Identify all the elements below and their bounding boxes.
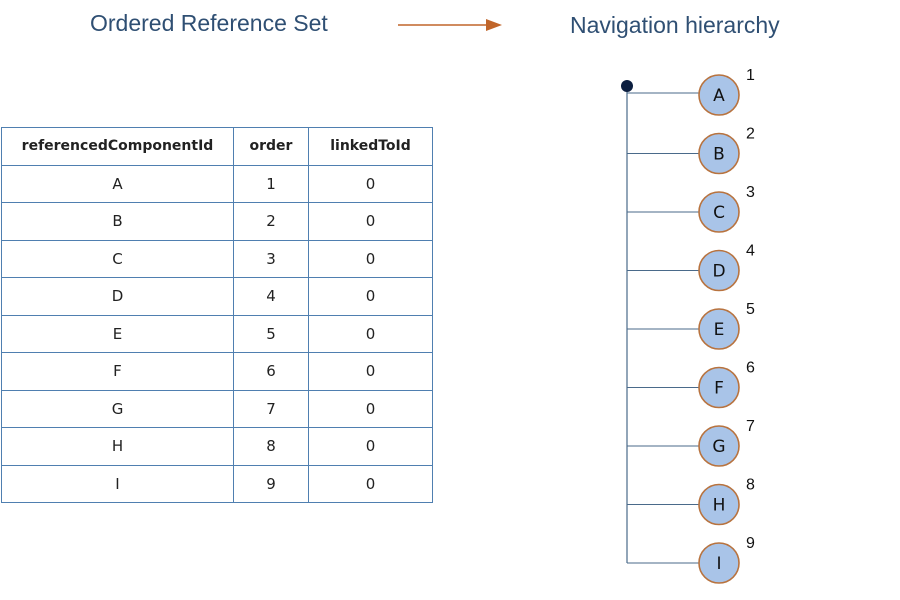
hierarchy-node-label: A — [713, 86, 725, 106]
hierarchy-node-label: D — [712, 262, 725, 282]
cell-order: 1 — [233, 164, 309, 203]
hierarchy-node — [698, 74, 740, 116]
cell-linked-to-id: 0 — [308, 427, 433, 466]
table-row: G 7 0 — [1, 389, 433, 428]
cell-linked-to-id: 0 — [308, 277, 433, 316]
hierarchy-node — [698, 366, 740, 409]
table-row: C 3 0 — [1, 239, 433, 278]
hierarchy-node-order: 6 — [746, 360, 755, 377]
ordered-reference-set-title: Ordered Reference Set — [90, 10, 328, 36]
hierarchy-node-label: E — [714, 320, 725, 340]
cell-referenced-component-id: H — [1, 427, 234, 466]
table-row: A 1 0 — [1, 164, 433, 203]
cell-referenced-component-id: D — [1, 277, 234, 316]
table-row: F 6 0 — [1, 352, 433, 391]
cell-linked-to-id: 0 — [308, 202, 433, 241]
table-row: I 9 0 — [1, 464, 433, 503]
hierarchy-node-order: 5 — [746, 301, 755, 318]
hierarchy-node-label: G — [712, 437, 725, 457]
hierarchy-node-label: F — [714, 379, 724, 399]
hierarchy-node — [698, 308, 740, 350]
cell-linked-to-id: 0 — [308, 464, 433, 503]
hierarchy-node-label: I — [716, 554, 721, 574]
cell-order: 9 — [233, 464, 309, 503]
navigation-hierarchy-title: Navigation hierarchy — [570, 12, 780, 38]
hierarchy-node — [698, 249, 740, 292]
hierarchy-node — [698, 483, 740, 526]
root-dot-icon — [621, 80, 633, 92]
hierarchy-node-label: B — [713, 145, 725, 165]
hierarchy-node — [698, 542, 740, 584]
header-referenced-component-id: referencedComponentId — [1, 127, 234, 166]
cell-order: 7 — [233, 389, 309, 428]
hierarchy-node — [698, 132, 740, 175]
hierarchy-node-order: 1 — [746, 67, 755, 84]
hierarchy-node — [698, 425, 740, 467]
cell-order: 6 — [233, 352, 309, 391]
hierarchy-node-order: 8 — [746, 477, 755, 494]
hierarchy-node-label: H — [713, 496, 726, 516]
hierarchy-node-order: 2 — [746, 126, 755, 143]
table-row: D 4 0 — [1, 277, 433, 316]
hierarchy-node-order: 9 — [746, 535, 755, 552]
hierarchy-node-order: 3 — [746, 184, 755, 201]
cell-referenced-component-id: C — [1, 239, 234, 278]
cell-order: 2 — [233, 202, 309, 241]
reference-set-table: referencedComponentId order linkedToId A… — [1, 127, 433, 503]
cell-linked-to-id: 0 — [308, 389, 433, 428]
table-row: E 5 0 — [1, 314, 433, 353]
hierarchy-node-label: C — [713, 203, 725, 223]
hierarchy-node — [698, 191, 740, 233]
cell-linked-to-id: 0 — [308, 164, 433, 203]
cell-referenced-component-id: A — [1, 164, 234, 203]
cell-referenced-component-id: F — [1, 352, 234, 391]
table-row: H 8 0 — [1, 427, 433, 466]
table-header-row: referencedComponentId order linkedToId — [1, 127, 433, 166]
header-linked-to-id: linkedToId — [308, 127, 433, 166]
hierarchy-node-order: 4 — [746, 243, 755, 260]
hierarchy-node-order: 7 — [746, 418, 755, 435]
cell-order: 4 — [233, 277, 309, 316]
right-arrow-icon — [398, 19, 502, 31]
